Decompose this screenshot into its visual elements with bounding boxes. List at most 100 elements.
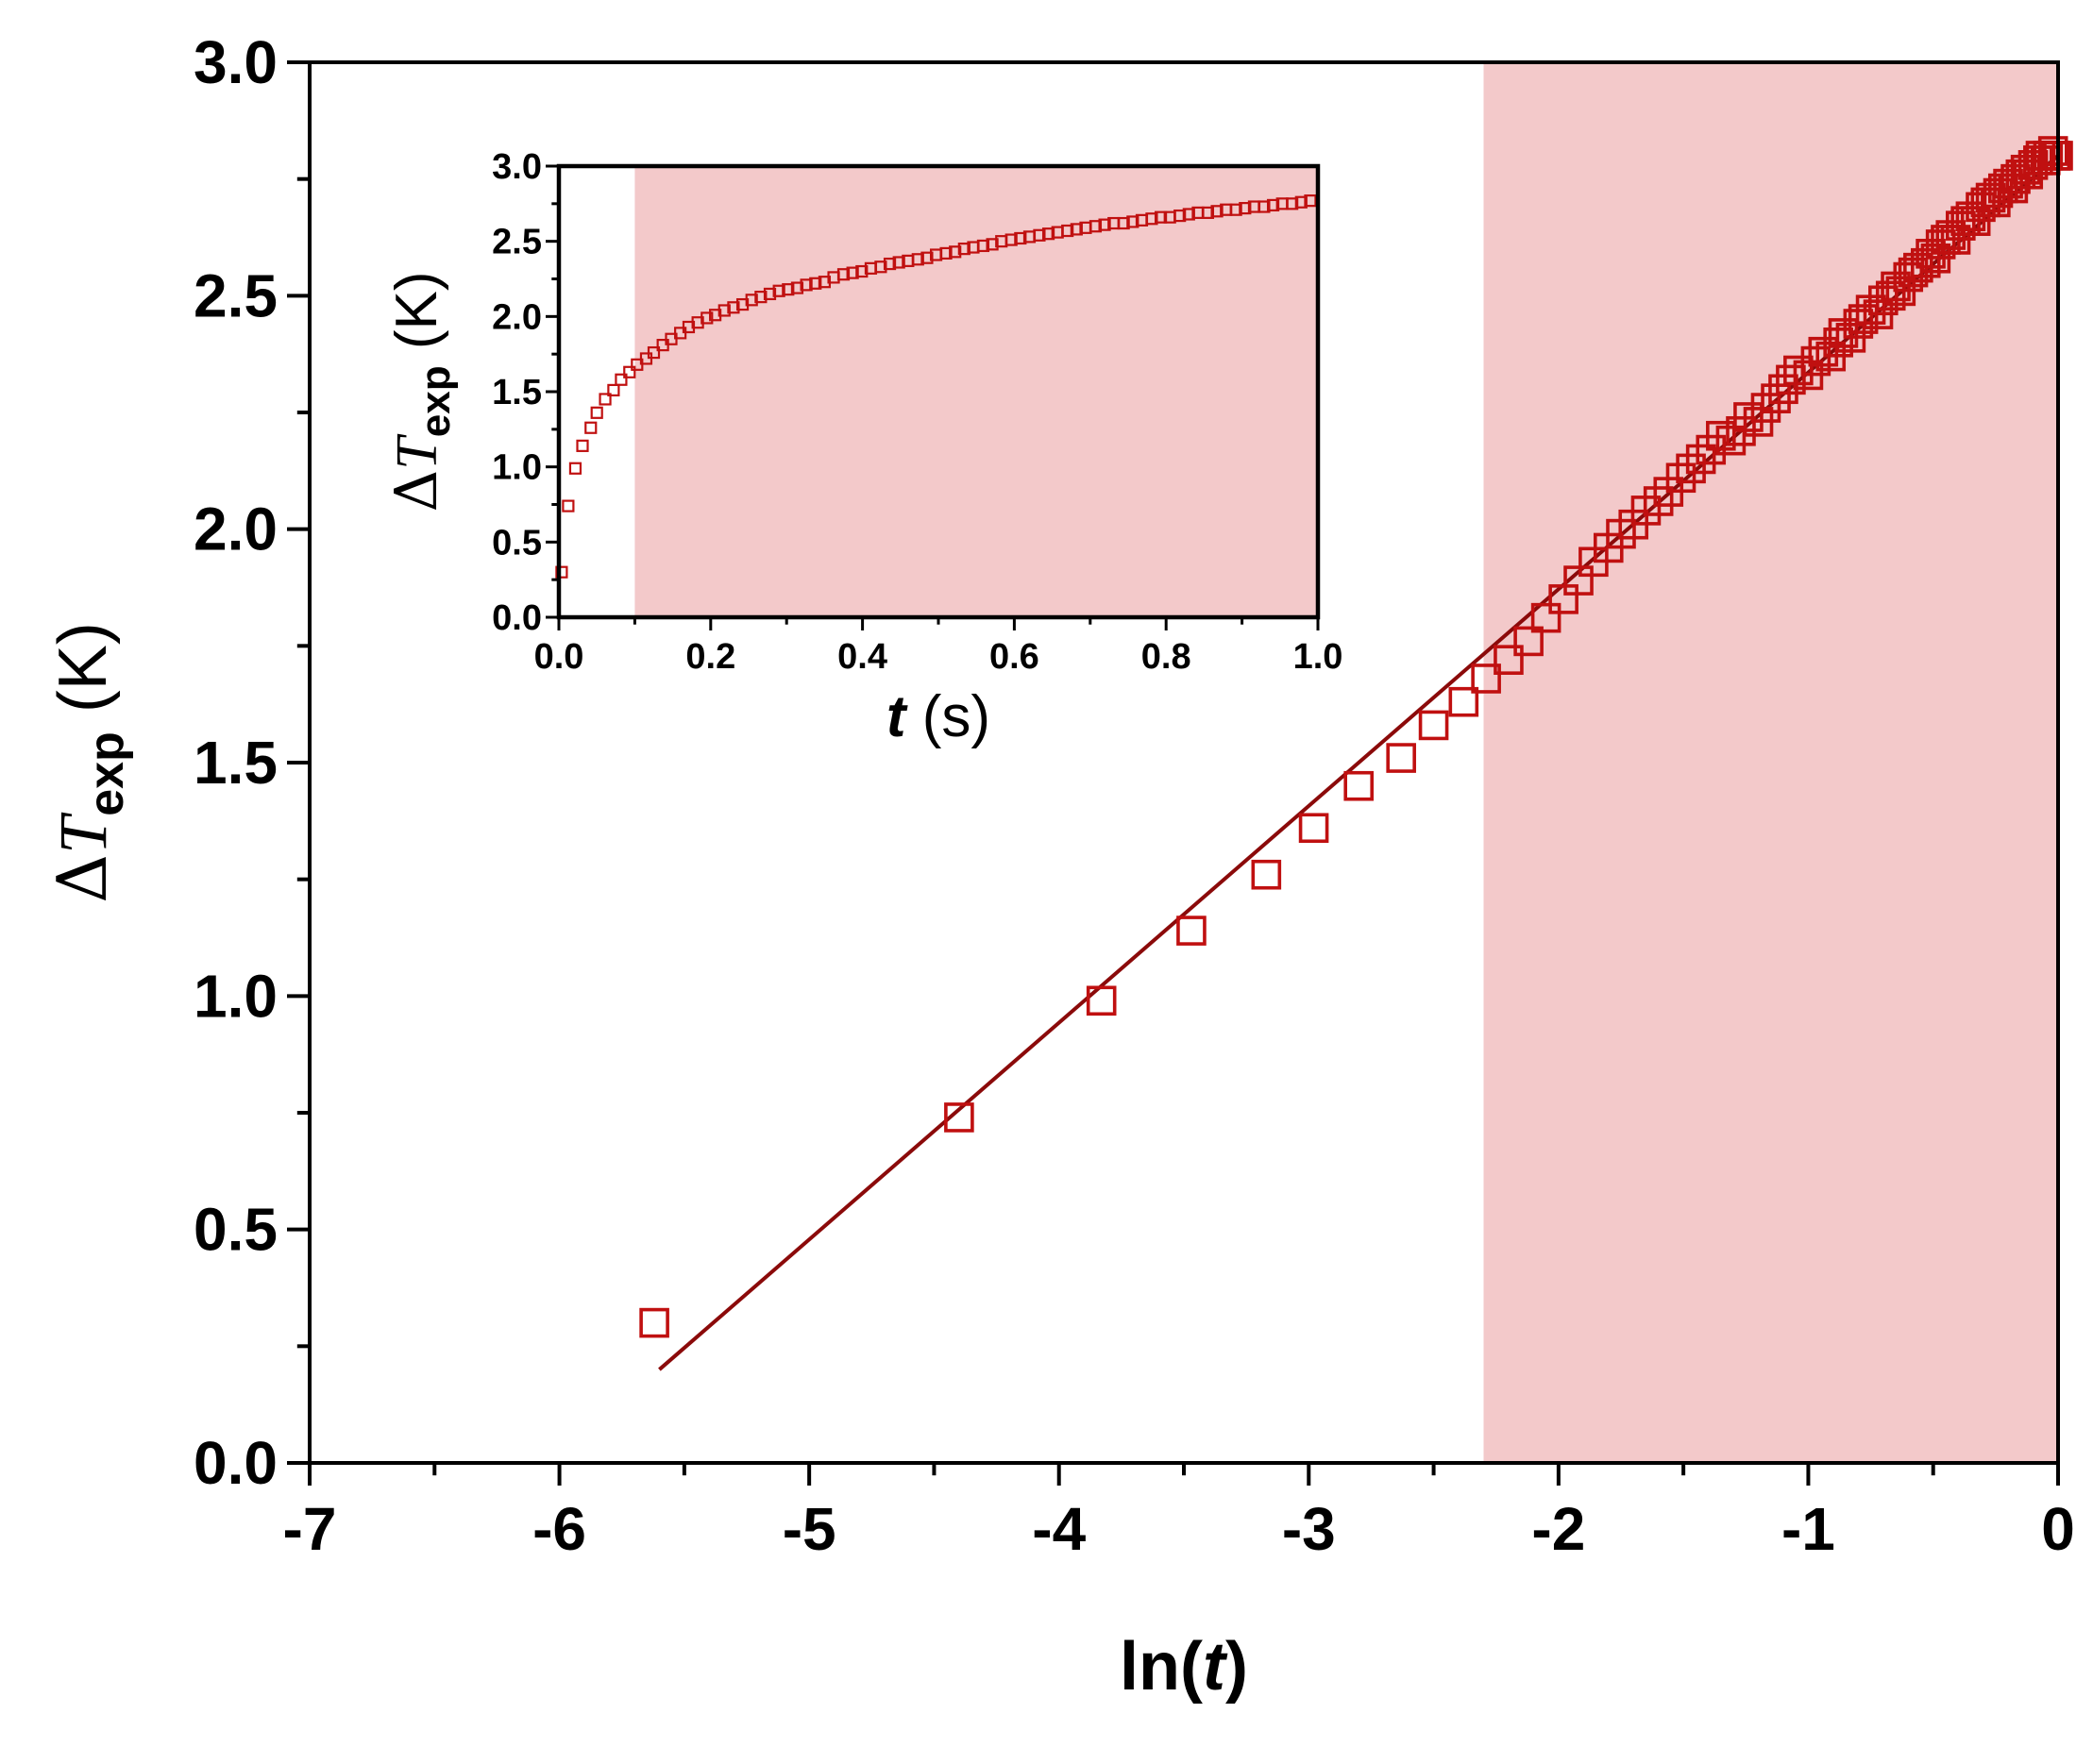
- data-point: [1343, 770, 1374, 801]
- data-point: [883, 257, 897, 271]
- data-point: [1548, 584, 1578, 614]
- x-tick-label: -2: [1531, 1495, 1585, 1563]
- data-point: [1925, 229, 1956, 260]
- data-point: [1239, 202, 1252, 215]
- data-point: [944, 1102, 974, 1133]
- data-point: [1733, 402, 1764, 432]
- data-point: [1145, 212, 1158, 226]
- x-tick-label: 0.8: [1141, 637, 1191, 677]
- data-point: [1563, 565, 1594, 596]
- data-point: [1513, 626, 1544, 657]
- y-tick-label: 3.0: [492, 147, 542, 187]
- data-point: [1494, 645, 1524, 675]
- data-point: [1117, 216, 1130, 230]
- data-point: [599, 393, 612, 406]
- data-point: [590, 406, 603, 419]
- data-point: [976, 239, 990, 253]
- y-axis-title: ΔTexp (K): [381, 272, 459, 512]
- data-point: [1304, 194, 1317, 208]
- data-point: [1286, 197, 1299, 210]
- data-point: [607, 383, 620, 397]
- data-point: [639, 1307, 669, 1338]
- data-point: [920, 251, 934, 264]
- data-point: [1665, 462, 1696, 494]
- data-point: [1685, 444, 1716, 475]
- data-point: [763, 287, 777, 301]
- data-point: [1910, 247, 1941, 278]
- data-point: [1201, 206, 1215, 219]
- data-point: [1154, 210, 1168, 224]
- x-tick-label: 1.0: [1293, 637, 1343, 677]
- data-point: [1004, 233, 1018, 246]
- x-tick-label: -3: [1282, 1495, 1336, 1563]
- x-tick-label: -7: [283, 1495, 337, 1563]
- x-tick-label: 0.6: [989, 637, 1039, 677]
- data-point: [1676, 453, 1706, 484]
- data-point: [846, 266, 859, 279]
- data-point: [1875, 280, 1906, 311]
- data-point: [562, 499, 575, 512]
- data-point: [957, 243, 971, 256]
- data-point: [1210, 205, 1224, 218]
- x-axis-title: ln(t): [1120, 1629, 1248, 1705]
- data-point: [1173, 209, 1187, 223]
- y-axis-title-subscript: exp: [79, 731, 134, 816]
- x-tick-label: 0.4: [837, 637, 887, 677]
- data-point: [1086, 985, 1117, 1016]
- y-tick-label: 3.0: [194, 28, 278, 96]
- y-tick-label: 2.0: [492, 297, 542, 337]
- x-axis-title-variable: t: [886, 684, 908, 749]
- data-point: [2037, 136, 2068, 166]
- data-point: [1750, 393, 1781, 423]
- data-point: [790, 281, 804, 294]
- y-tick-label: 2.0: [194, 496, 278, 563]
- data-point: [568, 462, 582, 475]
- y-tick-label: 1.5: [194, 729, 278, 797]
- data-point: [1089, 220, 1103, 233]
- shaded-region: [1483, 62, 2058, 1463]
- data-point: [1386, 743, 1416, 773]
- y-tick-label: 0.5: [492, 523, 542, 563]
- data-point: [809, 277, 822, 290]
- data-point: [1229, 203, 1242, 216]
- data-point: [939, 246, 953, 260]
- y-axis-title-subscript: exp: [413, 365, 459, 437]
- y-axis-title-variable: T: [385, 433, 449, 470]
- data-point: [1706, 420, 1736, 451]
- data-point: [1848, 304, 1879, 334]
- data-point: [892, 256, 905, 269]
- data-point: [1251, 859, 1282, 890]
- y-axis-title-variable: T: [45, 812, 121, 854]
- x-tick-label: 0: [2041, 1495, 2075, 1563]
- data-point: [1471, 664, 1501, 694]
- data-point: [754, 291, 768, 304]
- y-axis-title-symbol: Δ: [381, 470, 450, 512]
- data-point: [874, 260, 887, 274]
- y-tick-label: 1.0: [492, 448, 542, 488]
- data-point: [1418, 710, 1449, 741]
- data-point: [836, 268, 851, 281]
- data-point: [1041, 227, 1055, 241]
- x-tick-label: 0.0: [534, 637, 584, 677]
- x-axis-title-unit: (s): [906, 684, 991, 749]
- data-point: [1783, 355, 1814, 386]
- data-point: [911, 253, 924, 266]
- data-point: [782, 283, 795, 296]
- y-tick-label: 2.5: [194, 261, 278, 329]
- data-point: [1176, 916, 1207, 946]
- y-tick-label: 1.0: [194, 962, 278, 1030]
- x-tick-label: -6: [532, 1495, 586, 1563]
- data-point: [1126, 215, 1139, 228]
- data-point: [700, 311, 714, 325]
- data-point: [855, 264, 869, 278]
- y-axis-title-symbol: Δ: [42, 854, 122, 903]
- data-point: [1643, 486, 1674, 516]
- data-point: [727, 301, 740, 314]
- data-point: [1257, 200, 1271, 213]
- data-point: [555, 565, 568, 579]
- x-tick-label: -1: [1781, 1495, 1835, 1563]
- data-point: [1182, 208, 1195, 221]
- data-point: [1061, 224, 1074, 238]
- data-point: [1946, 210, 1976, 241]
